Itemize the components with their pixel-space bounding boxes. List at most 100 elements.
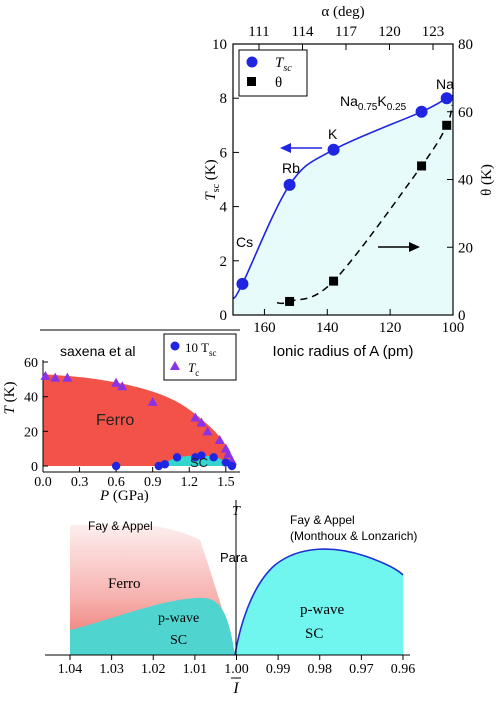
middle-panel-marks [40, 370, 237, 471]
pwave-sc-region-right [235, 549, 403, 655]
bottom-x-axis-title: I [232, 680, 239, 697]
bottom-axis-top-label: T [232, 504, 241, 519]
middle-x-tick-label: 1.5 [217, 475, 235, 490]
tsc-axis-arrow-head [280, 143, 291, 153]
bottom-x-tick-label: 1.04 [58, 662, 83, 677]
fay-appel-right-label-line2: (Monthoux & Lonzarich) [290, 529, 417, 543]
middle-y-tick-label: 40 [24, 391, 38, 406]
theta-data-point [329, 276, 339, 286]
pwave-right-label-line2: SC [305, 626, 323, 642]
fay-appel-left-label: Fay & Appel [88, 519, 153, 533]
label-na075k025: Na0.75K0.25 [340, 93, 407, 113]
top-left-y-tick-label: 2 [220, 254, 228, 270]
bottom-x-tick-label: 0.97 [349, 662, 374, 677]
ferro-region [43, 374, 236, 466]
theta-axis-arrow-head [409, 242, 420, 252]
tsc-10x-data-point [221, 458, 231, 467]
top-x-tick-label: 120 [379, 320, 402, 336]
top-legend-box [238, 49, 308, 97]
top-right-y-tick-label: 20 [458, 240, 473, 256]
legend-tc-label: Tc [188, 360, 199, 378]
middle-x-tick-label: 0.9 [144, 475, 162, 490]
tc-data-point [62, 372, 73, 382]
tsc-10x-data-point [160, 460, 170, 469]
top-left-y-tick-label: 8 [220, 91, 228, 107]
bottom-x-tick-label: 1.01 [183, 662, 208, 677]
top-x-tick-label: 140 [316, 320, 339, 336]
top-axis-tick-label: 114 [292, 24, 314, 40]
middle-y-axis-title: T (K) [2, 382, 18, 415]
fay-appel-right-label-line1: Fay & Appel [290, 513, 355, 527]
top-right-y-tick-label: 40 [458, 173, 473, 189]
bottom-x-tick-label: 1.03 [99, 662, 124, 677]
tsc-10x-data-point [197, 451, 206, 460]
top-axis-tick-label: 111 [248, 24, 269, 40]
sc-region-label: SC [190, 455, 208, 470]
theta-data-point [285, 296, 295, 306]
bottom-x-tick-label: 0.99 [266, 662, 291, 677]
legend-theta-marker [247, 77, 256, 86]
top-panel-shaded-region [233, 95, 453, 315]
middle-y-tick-label: 60 [24, 356, 38, 371]
tc-data-point [50, 372, 61, 382]
legend-10tsc-marker [170, 341, 180, 351]
tsc-data-point [415, 105, 428, 118]
top-left-y-tick-label: 0 [220, 308, 228, 324]
middle-y-tick-label: 20 [24, 425, 38, 440]
tsc-10x-data-point [209, 453, 218, 462]
middle-panel-ticks: 0.0 0.3 0.6 0.9 1.2 1.5 0 20 40 60 [24, 356, 235, 490]
top-right-y-tick-label: 80 [458, 37, 473, 53]
right-sc-boundary-curve [234, 548, 404, 656]
theta-data-point [442, 120, 452, 130]
top-left-y-tick-label: 6 [220, 145, 228, 161]
label-na: Na [436, 76, 454, 92]
tc-data-point [196, 417, 207, 427]
middle-y-tick-label: 0 [31, 460, 38, 475]
pwave-left-label-line2: SC [170, 633, 187, 648]
middle-panel-chart: 10 Tsc Tc saxena et al 0.0 0.3 0.6 0.9 1.2 1.… [2, 329, 240, 504]
top-left-y-axis-title: Tsc (K) [203, 159, 222, 200]
tc-data-point [202, 426, 213, 436]
top-x-axis-title: Ionic radius of A (pm) [273, 343, 414, 360]
ferro-region-label: Ferro [96, 412, 134, 429]
tc-data-point [111, 377, 122, 387]
pwave-left-label-line1: p-wave [158, 611, 199, 626]
top-panel-marks [236, 92, 453, 306]
tsc-data-point [327, 143, 340, 156]
tsc-10x-data-point [227, 461, 237, 471]
legend-tsc-marker [246, 56, 258, 68]
middle-x-axis-title: P (GPa) [99, 488, 149, 504]
tsc-data-point [440, 92, 453, 105]
top-x-tick-label: 160 [253, 320, 276, 336]
bottom-x-tick-label: 1.02 [141, 662, 166, 677]
top-axis-tick-label: 123 [422, 24, 445, 40]
legend-tc-marker [170, 361, 180, 370]
top-left-y-tick-label: 4 [220, 200, 228, 216]
top-right-y-tick-label: 60 [458, 105, 473, 121]
middle-x-tick-label: 1.2 [181, 475, 199, 490]
tc-data-point [147, 396, 158, 406]
top-right-y-tick-label: 0 [458, 308, 466, 324]
label-rb: Rb [282, 160, 300, 176]
bottom-x-tick-label: 0.96 [391, 662, 416, 677]
label-k: K [328, 126, 338, 142]
tc-data-point [223, 448, 234, 458]
top-left-y-tick-label: 10 [212, 37, 227, 53]
legend-10tsc-label: 10 Tsc [185, 340, 216, 358]
label-cs: Cs [236, 234, 253, 250]
middle-panel-title: saxena et al [60, 343, 136, 359]
ferro-region-bottom-label: Ferro [108, 576, 141, 592]
bottom-panel-chart: 1.04 1.03 1.02 1.01 1.00 0.99 0.98 0.97 0.96 T F… [45, 500, 417, 697]
middle-x-tick-label: 0.6 [107, 475, 125, 490]
middle-x-tick-label: 0.3 [71, 475, 89, 490]
bottom-x-tick-label: 1.00 [224, 662, 249, 677]
top-x-tick-label: 100 [442, 320, 465, 336]
top-right-y-axis-title: θ (K) [479, 164, 495, 196]
top-axis-tick-label: 120 [378, 24, 401, 40]
top-axis-tick-label: 117 [335, 24, 357, 40]
tc-data-point [190, 412, 201, 422]
para-region-label: Para [220, 550, 248, 565]
